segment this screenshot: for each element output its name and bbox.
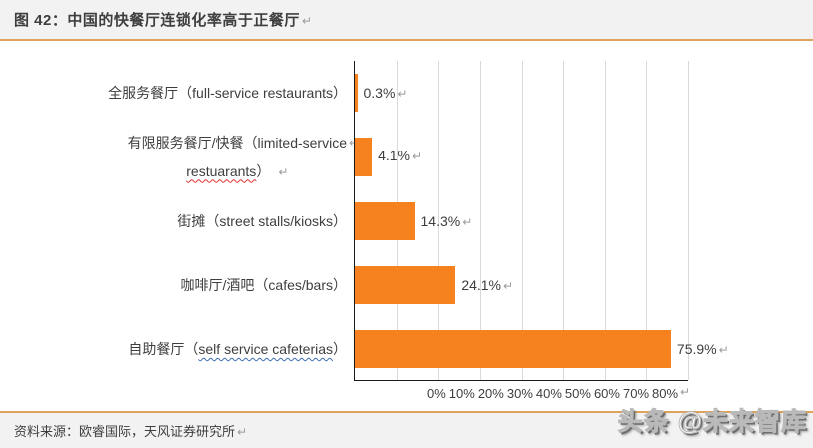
data-label-text: 75.9% bbox=[676, 341, 717, 357]
bar-cafes-bars bbox=[355, 266, 456, 304]
figure-title: 图 42：中国的快餐厅连锁化率高于正餐厅 ↵ bbox=[14, 9, 312, 30]
bar-street-stalls bbox=[355, 202, 415, 240]
category-label-text: 自助餐厅（self service cafeterias） bbox=[128, 339, 347, 359]
source-text: 资料来源：欧睿国际，天风证券研究所 bbox=[14, 424, 236, 439]
x-tick-label: 40% bbox=[535, 386, 562, 401]
category-label-line2: restuarants） ↵ bbox=[128, 157, 347, 186]
category-label-text: 全服务餐厅（full-service restaurants） bbox=[108, 85, 347, 101]
x-axis-tick-labels: 0% 10% 20% 30% 40% 50% 60% 70% 80% ↵ bbox=[427, 385, 690, 401]
bar-row-limited-service: 4.1% ↵ bbox=[355, 125, 688, 189]
gridline bbox=[521, 61, 523, 380]
category-label-street-stalls: 街摊（street stalls/kiosks） bbox=[0, 189, 354, 253]
data-label-text: 0.3% bbox=[363, 85, 396, 101]
category-label-text: 街摊（street stalls/kiosks） bbox=[177, 213, 347, 229]
category-label-cafes-bars: 咖啡厅/酒吧（cafes/bars） bbox=[0, 253, 354, 317]
category-label-limited-service: 有限服务餐厅/快餐（limited-service ↵ restuarants） ↵ bbox=[0, 125, 359, 189]
line-break-mark: ↵ bbox=[237, 425, 248, 439]
gridline bbox=[646, 61, 648, 380]
data-label: 4.1% ↵ bbox=[378, 151, 422, 164]
bar-limited-service bbox=[355, 138, 373, 176]
line-break-mark: ↵ bbox=[503, 279, 514, 293]
data-label: 24.1% ↵ bbox=[461, 277, 513, 293]
plot-area: 0.3% ↵ 4.1% ↵ 14.3% ↵ 24.1% ↵ 75.9% ↵ bbox=[354, 61, 729, 401]
x-tick-label: 20% bbox=[477, 386, 504, 401]
category-label-cafeterias: 自助餐厅（self service cafeterias） bbox=[0, 317, 354, 381]
data-label: 75.9% ↵ bbox=[677, 341, 729, 357]
source-note: 资料来源：欧睿国际，天风证券研究所 ↵ bbox=[14, 421, 247, 440]
x-tick-label: 0% bbox=[427, 386, 446, 401]
figure-title-text: 图 42：中国的快餐厅连锁化率高于正餐厅 bbox=[14, 12, 300, 29]
data-label-text: 24.1% bbox=[461, 277, 502, 293]
figure-footer: 资料来源：欧睿国际，天风证券研究所 ↵ 头条 @未来智库 bbox=[0, 408, 813, 448]
x-tick-label: 80% ↵ bbox=[652, 385, 690, 401]
category-label-line1: 有限服务餐厅/快餐（limited-service ↵ bbox=[127, 129, 359, 157]
category-axis-labels: 全服务餐厅（full-service restaurants） 有限服务餐厅/快… bbox=[0, 61, 359, 381]
gridline bbox=[438, 61, 440, 380]
category-label-text: 有限服务餐厅/快餐（limited-service ↵ restuarants） ↵ bbox=[127, 129, 359, 186]
data-label-text: 4.1% bbox=[378, 150, 410, 163]
bar-chart: 全服务餐厅（full-service restaurants） 有限服务餐厅/快… bbox=[0, 41, 813, 411]
closing-paren: ） bbox=[333, 341, 347, 357]
bar-cafeterias bbox=[355, 330, 671, 368]
line-break-mark: ↵ bbox=[301, 14, 313, 28]
x-tick-text: 80% bbox=[652, 386, 679, 401]
category-line1-text: 有限服务餐厅/快餐（limited-service bbox=[127, 134, 347, 151]
bar-row-cafes-bars: 24.1% ↵ bbox=[355, 253, 688, 317]
data-label-text: 14.3% bbox=[420, 213, 461, 229]
category-prefix: 自助餐厅（ bbox=[128, 341, 199, 357]
x-tick-label: 10% bbox=[448, 386, 475, 401]
category-label-text: 咖啡厅/酒吧（cafes/bars） bbox=[180, 277, 347, 293]
line-break-mark: ↵ bbox=[348, 135, 359, 150]
bar-row-street-stalls: 14.3% ↵ bbox=[355, 189, 688, 253]
bar-row-cafeterias: 75.9% ↵ bbox=[355, 317, 729, 381]
x-tick-label: 50% bbox=[564, 386, 591, 401]
data-label: 14.3% ↵ bbox=[421, 213, 473, 229]
misspelled-word: restuarants bbox=[186, 162, 257, 179]
data-label-clipped: 4.1% ↵ bbox=[378, 151, 422, 164]
line-break-mark: ↵ bbox=[680, 385, 691, 399]
toutiao-watermark: 头条 @未来智库 bbox=[617, 408, 807, 437]
line-break-mark: ↵ bbox=[411, 150, 423, 163]
line-break-mark: ↵ bbox=[278, 164, 289, 179]
data-label: 0.3% ↵ bbox=[364, 85, 408, 101]
bar-series: 0.3% ↵ 4.1% ↵ 14.3% ↵ 24.1% ↵ 75.9% ↵ bbox=[355, 61, 729, 381]
closing-paren: ） bbox=[256, 162, 271, 179]
grammar-flagged-phrase: self service cafeterias bbox=[198, 341, 333, 357]
x-tick-label: 60% bbox=[593, 386, 620, 401]
gridline bbox=[688, 61, 689, 380]
gridline bbox=[563, 61, 565, 380]
category-label-full-service: 全服务餐厅（full-service restaurants） bbox=[0, 61, 354, 125]
x-tick-label: 30% bbox=[506, 386, 533, 401]
gridline bbox=[479, 61, 481, 380]
line-break-mark: ↵ bbox=[397, 87, 408, 101]
x-tick-label: 70% bbox=[622, 386, 650, 401]
bar-row-full-service: 0.3% ↵ bbox=[355, 61, 688, 125]
bar-full-service bbox=[355, 74, 358, 112]
gridline bbox=[604, 61, 606, 380]
line-break-mark: ↵ bbox=[462, 215, 473, 229]
line-break-mark: ↵ bbox=[718, 343, 729, 357]
figure-header: 图 42：中国的快餐厅连锁化率高于正餐厅 ↵ bbox=[0, 0, 813, 41]
